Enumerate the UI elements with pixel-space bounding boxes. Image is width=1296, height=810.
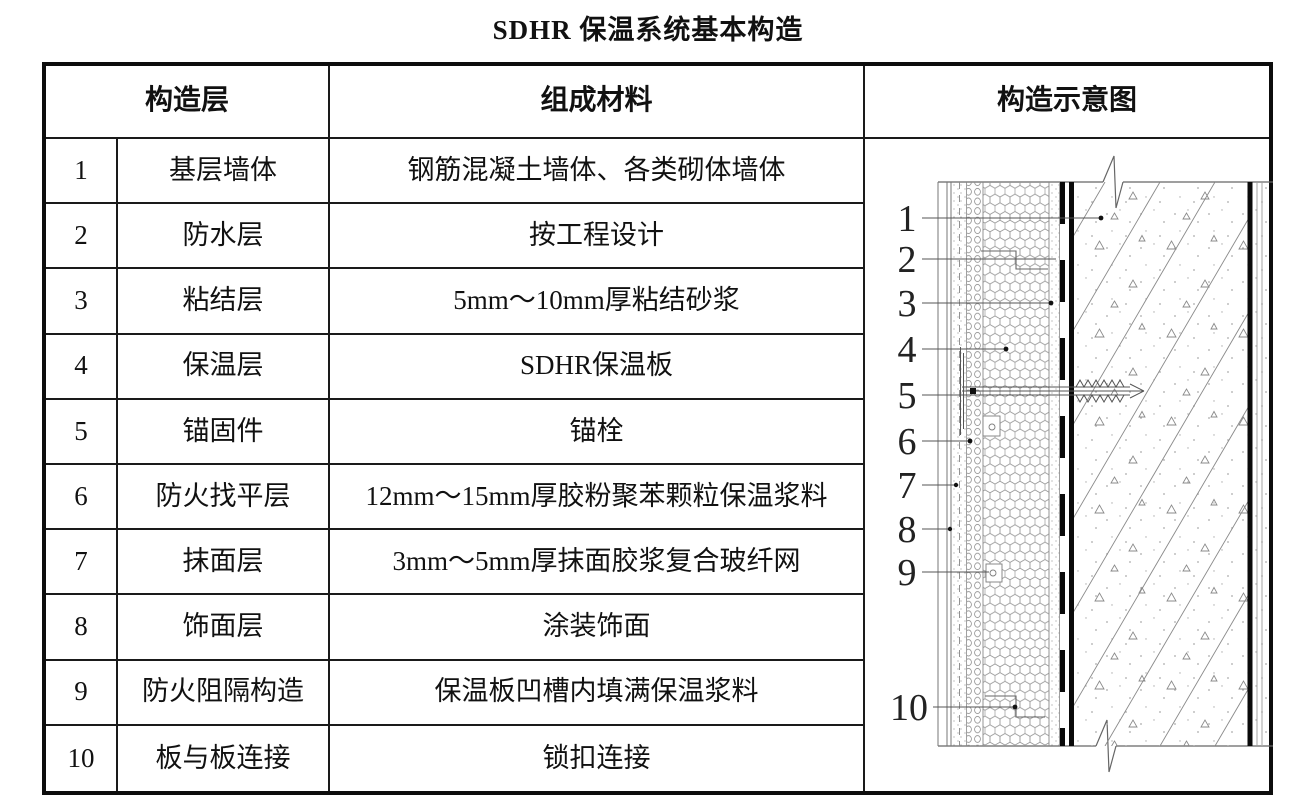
callout-leaders [922,215,1104,710]
material-desc: 3mm～5mm厚抹面胶浆复合玻纤网 [330,530,865,596]
construction-diagram: 1 2 3 4 5 6 7 8 9 10 [890,155,1273,773]
finish-layer-lines [937,182,952,746]
render-coat-band [953,182,966,746]
callout-4 [922,346,1009,352]
layer-name: 粘结层 [118,269,330,335]
layer-name: 防水层 [118,204,330,270]
material-desc: 12mm～15mm厚胶粉聚苯颗粒保温浆料 [330,464,865,531]
material-desc: 按工程设计 [330,204,865,270]
callout-label-6: 6 [898,421,917,463]
layer-name: 抹面层 [118,530,330,596]
board-joint-seam-upper [981,250,1048,270]
row-number: 1 [46,139,118,205]
material-desc: 涂装饰面 [330,595,865,661]
material-desc: 5mm～10mm厚粘结砂浆 [330,269,865,335]
interior-finish-lines [1252,182,1273,746]
material-desc: SDHR保温板 [330,334,865,400]
layer-name: 锚固件 [118,399,330,465]
header-diagram-column: 构造示意图 [865,66,1269,139]
leveling-layer-band [966,182,983,746]
row-number: 8 [46,595,118,661]
row-number: 5 [46,399,118,465]
callout-10 [933,704,1018,710]
material-desc: 锚栓 [330,399,865,465]
callout-label-10: 10 [890,687,928,729]
insulation-board-band [982,182,1050,746]
row-number: 2 [46,204,118,270]
concrete-wall-hatch [1074,182,1250,746]
material-desc: 保温板凹槽内填满保温浆料 [330,660,865,726]
callout-label-4: 4 [898,329,917,371]
callout-numbers: 1 2 3 4 5 6 7 8 9 10 [890,198,928,729]
callout-label-2: 2 [898,239,917,281]
page-title: SDHR 保温系统基本构造 [492,15,804,45]
anchor-bolt [960,347,1145,435]
fire-barrier-notch-upper [982,415,1001,437]
fire-barrier-notch-lower [985,563,1003,583]
callout-label-7: 7 [898,465,917,507]
layer-name: 防火阻隔构造 [118,660,330,726]
construction-diagram-cell: 1 2 3 4 5 6 7 8 9 10 [865,139,1273,791]
row-number: 3 [46,269,118,335]
layer-name: 基层墙体 [118,139,330,205]
layer-name: 板与板连接 [118,725,330,791]
material-desc: 钢筋混凝土墙体、各类砌体墙体 [330,139,865,205]
callout-8 [922,526,953,532]
callout-label-5: 5 [898,375,917,417]
row-number: 9 [46,660,118,726]
bond-layer-band [1049,182,1060,746]
material-desc: 锁扣连接 [330,725,865,791]
layer-name: 防火找平层 [118,464,330,531]
row-number: 10 [46,725,118,791]
callout-label-9: 9 [898,552,917,594]
callout-label-1: 1 [898,198,917,240]
row-number: 6 [46,464,118,531]
layer-name: 保温层 [118,334,330,400]
callout-6 [922,438,973,444]
header-material-column: 组成材料 [330,66,865,139]
construction-table: 构造层 组成材料 构造示意图 [42,62,1273,795]
callout-3 [922,300,1054,306]
layer-name: 饰面层 [118,595,330,661]
header-layer-column: 构造层 [46,66,330,139]
callout-7 [922,482,959,488]
callout-1 [922,215,1104,221]
row-number: 7 [46,530,118,596]
row-number: 4 [46,334,118,400]
callout-label-8: 8 [898,509,917,551]
callout-label-3: 3 [898,283,917,325]
